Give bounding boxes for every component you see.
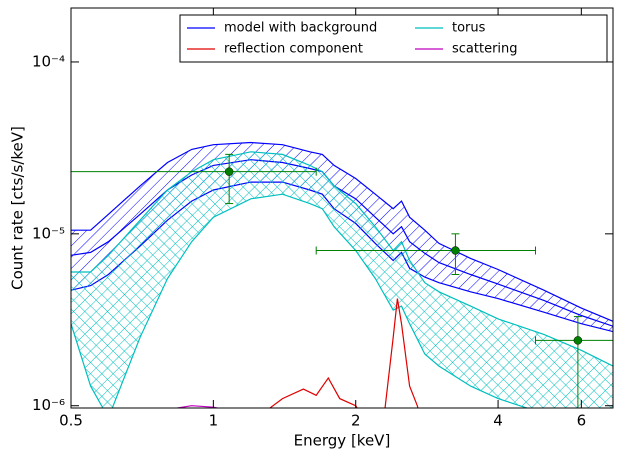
data-point: [451, 246, 460, 255]
x-axis-label: Energy [keV]: [294, 432, 391, 450]
legend-label: torus: [452, 21, 486, 36]
x-tick-label: 4: [493, 412, 503, 430]
axes-layer: 0.5 1 2 4 6 10⁻⁴ 10⁻⁵ 10⁻⁶: [32, 8, 613, 430]
y-tick-label: 10⁻⁶: [32, 396, 65, 414]
line: [71, 159, 613, 327]
axes-frame: [70, 7, 614, 409]
x-tick-label: 6: [577, 412, 587, 430]
data-point: [224, 167, 234, 176]
legend-label: model with background: [224, 21, 377, 36]
band-edge: [71, 193, 529, 408]
x-tick-label: 2: [351, 412, 361, 430]
x-tick-label: 0.5: [59, 412, 83, 430]
legend-box: [179, 14, 608, 63]
band-edge: [71, 141, 613, 322]
band-edge: [71, 151, 613, 367]
y-tick-label: 10⁻⁵: [32, 224, 65, 242]
line: [268, 298, 419, 408]
band-hatch: [71, 151, 613, 408]
legend: model with background torus reflection com…: [179, 14, 608, 63]
x-tick-label: 1: [209, 412, 219, 430]
y-axis-label: Count rate [cts/s/keV]: [9, 126, 27, 290]
data-point: [573, 336, 583, 345]
y-tick-label: 10⁻⁴: [32, 52, 65, 70]
plot-layer: [71, 141, 613, 408]
legend-label: scattering: [452, 42, 518, 57]
legend-label: reflection component: [224, 42, 363, 57]
